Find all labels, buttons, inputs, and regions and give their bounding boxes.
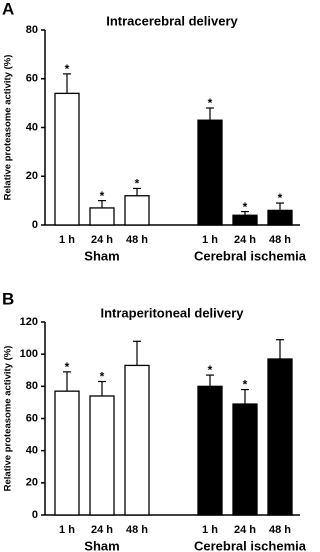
y-tick-label: 0 — [32, 509, 38, 521]
x-tick-label: 1 h — [202, 234, 218, 246]
bar — [197, 119, 223, 226]
y-tick-label: 60 — [26, 73, 38, 85]
chart-title: Intraperitoneal delivery — [100, 305, 244, 320]
y-tick-label: 20 — [26, 477, 38, 489]
bar — [267, 209, 293, 226]
y-tick-label: 120 — [20, 316, 38, 328]
y-tick-label: 40 — [26, 445, 38, 457]
bar — [232, 403, 258, 516]
bar — [54, 390, 80, 516]
group-label: Cerebral ischemia — [194, 248, 307, 263]
x-tick-label: 24 h — [91, 234, 113, 246]
figure: A Intracerebral delivery Relative proteaso… — [2, 0, 307, 552]
group-label: Sham — [84, 538, 119, 552]
bar — [89, 395, 115, 516]
group-label: Sham — [84, 248, 119, 263]
significance-marker: * — [243, 200, 248, 214]
y-tick-label: 20 — [26, 170, 38, 182]
x-tick-label: 48 h — [126, 234, 148, 246]
significance-marker: * — [65, 360, 70, 374]
x-tick-label: 1 h — [59, 524, 75, 536]
chart-title: Intracerebral delivery — [106, 13, 238, 28]
significance-marker: * — [100, 189, 105, 203]
y-tick-label: 60 — [26, 412, 38, 424]
bar — [54, 92, 80, 226]
y-tick-label: 0 — [32, 219, 38, 231]
bar — [89, 207, 115, 226]
x-tick-label: 48 h — [269, 524, 291, 536]
bar — [124, 364, 150, 516]
x-tick-label: 24 h — [234, 524, 256, 536]
panel-label: B — [2, 289, 14, 308]
x-tick-label: 48 h — [269, 234, 291, 246]
significance-marker: * — [243, 378, 248, 392]
y-axis-label: Relative proteasome activity (%) — [3, 55, 14, 201]
y-tick-label: 80 — [26, 24, 38, 36]
x-tick-label: 24 h — [91, 524, 113, 536]
x-tick-label: 24 h — [234, 234, 256, 246]
y-axis-label: Relative proteasome activity (%) — [3, 346, 14, 492]
significance-marker: * — [208, 363, 213, 377]
y-tick-label: 100 — [20, 348, 38, 360]
group-label: Cerebral ischemia — [194, 538, 307, 552]
significance-marker: * — [278, 191, 283, 205]
x-tick-label: 1 h — [202, 524, 218, 536]
x-tick-label: 48 h — [126, 524, 148, 536]
significance-marker: * — [100, 370, 105, 384]
significance-marker: * — [65, 62, 70, 76]
significance-marker: * — [208, 96, 213, 110]
significance-marker: * — [135, 177, 140, 191]
y-tick-label: 80 — [26, 380, 38, 392]
bar — [124, 195, 150, 226]
bar — [267, 358, 293, 516]
panel-label: A — [2, 0, 14, 18]
bar — [197, 385, 223, 516]
x-tick-label: 1 h — [59, 234, 75, 246]
y-tick-label: 40 — [26, 121, 38, 133]
bar — [232, 214, 258, 226]
